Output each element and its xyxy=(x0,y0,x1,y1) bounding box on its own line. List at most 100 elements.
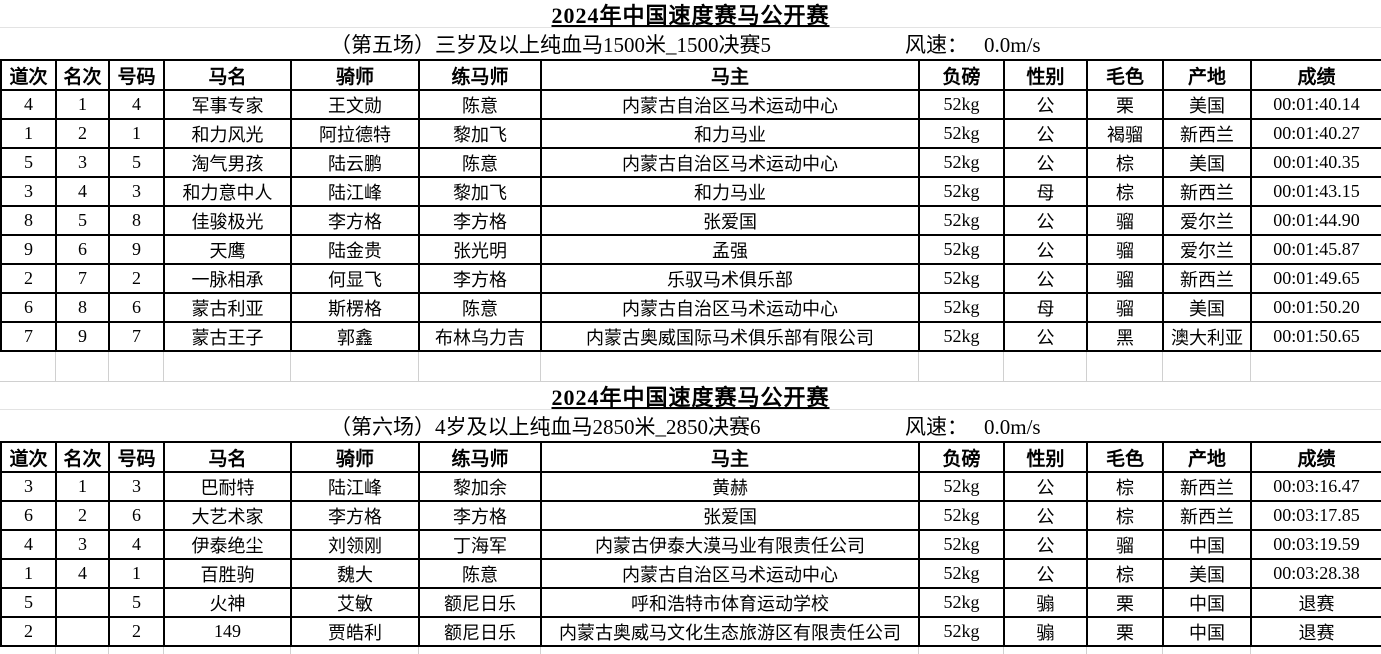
cell-trainer: 李方格 xyxy=(418,263,542,294)
cell-number: 4 xyxy=(108,529,165,560)
cell-owner: 张爱国 xyxy=(540,205,920,236)
empty-grid-cell xyxy=(540,647,919,654)
cell-lane: 3 xyxy=(0,471,57,502)
cell-jockey: 郭鑫 xyxy=(290,321,420,352)
cell-owner: 黄赫 xyxy=(540,471,920,502)
empty-grid-cell xyxy=(55,647,109,654)
cell-rank: 4 xyxy=(55,558,110,589)
race-6-subtitle: （第六场）4岁及以上纯血马2850米_2850决赛6 xyxy=(330,414,761,439)
cell-number: 7 xyxy=(108,321,165,352)
cell-sex: 公 xyxy=(1003,234,1088,265)
col-header-origin: 产地 xyxy=(1162,441,1252,473)
header-row: 道次 名次 号码 马名 骑师 练马师 马主 负磅 性别 毛色 产地 成绩 xyxy=(0,441,1381,473)
cell-jockey: 陆金贵 xyxy=(290,234,420,265)
cell-coat-color: 栗 xyxy=(1086,89,1164,120)
cell-result: 退赛 xyxy=(1250,616,1381,647)
cell-result: 00:01:45.87 xyxy=(1250,234,1381,265)
cell-lane: 1 xyxy=(0,118,57,149)
col-header-number: 号码 xyxy=(108,441,165,473)
cell-weight: 52kg xyxy=(918,529,1005,560)
cell-number: 5 xyxy=(108,587,165,618)
cell-horse-name: 伊泰绝尘 xyxy=(163,529,292,560)
cell-horse-name: 巴耐特 xyxy=(163,471,292,502)
cell-number: 4 xyxy=(108,89,165,120)
cell-lane: 7 xyxy=(0,321,57,352)
cell-origin: 爱尔兰 xyxy=(1162,234,1252,265)
cell-lane: 5 xyxy=(0,147,57,178)
cell-weight: 52kg xyxy=(918,292,1005,323)
cell-coat-color: 骝 xyxy=(1086,529,1164,560)
cell-trainer: 陈意 xyxy=(418,292,542,323)
race-6-results-table: 道次 名次 号码 马名 骑师 练马师 马主 负磅 性别 毛色 产地 成绩 3 1 3 巴耐特 陆江峰 黎加余 黄赫 5… xyxy=(0,441,1381,647)
cell-jockey: 魏大 xyxy=(290,558,420,589)
cell-coat-color: 棕 xyxy=(1086,500,1164,531)
race-5-subtitle: （第五场）三岁及以上纯血马1500米_1500决赛5 xyxy=(330,32,771,57)
empty-grid-cell xyxy=(418,647,541,654)
cell-number: 5 xyxy=(108,147,165,178)
cell-result: 退赛 xyxy=(1250,587,1381,618)
col-header-coat-color: 毛色 xyxy=(1086,441,1164,473)
table-row: 4 3 4 伊泰绝尘 刘领刚 丁海军 内蒙古伊泰大漠马业有限责任公司 52kg 公骝中国 00:0… xyxy=(0,529,1381,560)
table-row: 4 1 4 军事专家 王文勋 陈意 内蒙古自治区马术运动中心 52kg 公栗美国 00:01:40… xyxy=(0,89,1381,120)
col-header-rank: 名次 xyxy=(55,441,110,473)
cell-trainer: 额尼日乐 xyxy=(418,587,542,618)
col-header-result: 成绩 xyxy=(1250,59,1381,91)
cell-lane: 4 xyxy=(0,529,57,560)
col-header-jockey: 骑师 xyxy=(290,441,420,473)
cell-coat-color: 骝 xyxy=(1086,292,1164,323)
cell-origin: 中国 xyxy=(1162,587,1252,618)
table-row: 1 4 1 百胜驹 魏大 陈意 内蒙古自治区马术运动中心 52kg 公棕美国 00:03:28.3… xyxy=(0,558,1381,589)
cell-result: 00:01:40.14 xyxy=(1250,89,1381,120)
cell-sex: 公 xyxy=(1003,558,1088,589)
cell-jockey: 何显飞 xyxy=(290,263,420,294)
empty-grid-cell xyxy=(1162,352,1251,382)
col-header-owner: 马主 xyxy=(540,441,920,473)
table-row: 6 2 6 大艺术家 李方格 李方格 张爱国 52kg 公棕新西兰 00:03:17.85 xyxy=(0,500,1381,531)
cell-rank: 3 xyxy=(55,147,110,178)
cell-rank: 9 xyxy=(55,321,110,352)
empty-grid-cell xyxy=(540,352,919,382)
col-header-weight: 负磅 xyxy=(918,441,1005,473)
cell-jockey: 阿拉德特 xyxy=(290,118,420,149)
blank-grid-row xyxy=(0,352,1381,382)
cell-sex: 公 xyxy=(1003,205,1088,236)
header-row: 道次 名次 号码 马名 骑师 练马师 马主 负磅 性别 毛色 产地 成绩 xyxy=(0,59,1381,91)
col-header-trainer: 练马师 xyxy=(418,441,542,473)
table-row: 5 5 火神 艾敏 额尼日乐 呼和浩特市体育运动学校 52kg 骟栗中国 退赛 xyxy=(0,587,1381,618)
cell-rank xyxy=(55,616,110,647)
cell-rank: 1 xyxy=(55,89,110,120)
race-6-title-row: 2024年中国速度赛马公开赛 xyxy=(0,382,1381,410)
cell-horse-name: 和力意中人 xyxy=(163,176,292,207)
cell-rank: 1 xyxy=(55,471,110,502)
cell-trainer: 李方格 xyxy=(418,205,542,236)
cell-lane: 5 xyxy=(0,587,57,618)
col-header-horse-name: 马名 xyxy=(163,59,292,91)
cell-rank: 4 xyxy=(55,176,110,207)
cell-weight: 52kg xyxy=(918,89,1005,120)
cell-weight: 52kg xyxy=(918,263,1005,294)
cell-number: 3 xyxy=(108,176,165,207)
cell-horse-name: 淘气男孩 xyxy=(163,147,292,178)
cell-origin: 美国 xyxy=(1162,147,1252,178)
cell-trainer: 黎加余 xyxy=(418,471,542,502)
cell-number: 6 xyxy=(108,292,165,323)
cell-horse-name: 149 xyxy=(163,616,292,647)
cell-horse-name: 火神 xyxy=(163,587,292,618)
cell-sex: 公 xyxy=(1003,321,1088,352)
cell-result: 00:01:50.65 xyxy=(1250,321,1381,352)
cell-origin: 美国 xyxy=(1162,292,1252,323)
cell-weight: 52kg xyxy=(918,587,1005,618)
cell-owner: 和力马业 xyxy=(540,118,920,149)
table-row: 8 5 8 佳骏极光 李方格 李方格 张爱国 52kg 公骝爱尔兰 00:01:44.90 xyxy=(0,205,1381,236)
table-row: 7 9 7 蒙古王子 郭鑫 布林乌力吉 内蒙古奥威国际马术俱乐部有限公司 52kg 公黑澳大利亚… xyxy=(0,321,1381,352)
cell-jockey: 陆云鹏 xyxy=(290,147,420,178)
event-title: 2024年中国速度赛马公开赛 xyxy=(551,384,830,410)
cell-sex: 公 xyxy=(1003,471,1088,502)
cell-result: 00:01:44.90 xyxy=(1250,205,1381,236)
cell-horse-name: 一脉相承 xyxy=(163,263,292,294)
cell-jockey: 李方格 xyxy=(290,500,420,531)
cell-weight: 52kg xyxy=(918,500,1005,531)
cell-lane: 2 xyxy=(0,616,57,647)
cell-origin: 澳大利亚 xyxy=(1162,321,1252,352)
